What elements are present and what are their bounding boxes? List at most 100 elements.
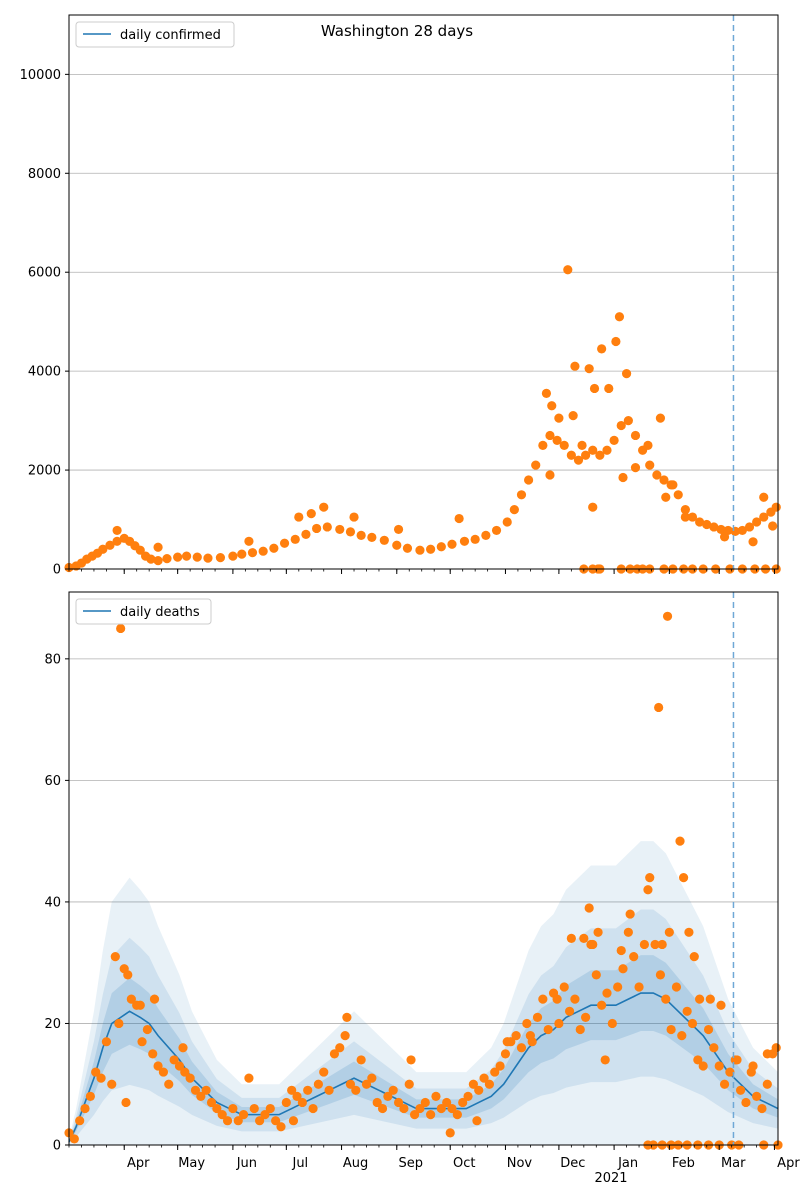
confirmed-panel: 0 2000 4000 6000 8000 10000 daily confirmed [20, 14, 781, 578]
confirmed-point [306, 508, 316, 519]
deaths-point [664, 927, 674, 937]
deaths-point [276, 1122, 286, 1132]
deaths-point [185, 1073, 195, 1083]
deaths-point [169, 1055, 179, 1065]
deaths-point [319, 1067, 329, 1077]
confirmed-point [367, 532, 377, 542]
confirmed-point [392, 540, 402, 550]
deaths-point [616, 945, 626, 956]
confirmed-point [356, 530, 366, 540]
deaths-y-tick-label: 60 [44, 774, 61, 789]
confirmed-point [655, 413, 666, 423]
deaths-point [153, 1061, 163, 1071]
deaths-point [543, 1024, 553, 1035]
deaths-y-tick-label: 80 [44, 652, 61, 667]
confirmed-point [687, 512, 698, 522]
confirmed-point [112, 525, 122, 536]
deaths-point [116, 623, 126, 634]
deaths-point [613, 982, 623, 992]
confirmed-point [436, 542, 446, 552]
deaths-point [661, 994, 671, 1004]
deaths-point [361, 1079, 372, 1089]
deaths-gridlines [69, 658, 778, 1024]
deaths-point [593, 927, 603, 937]
deaths-point [265, 1103, 275, 1114]
deaths-point [468, 1079, 478, 1089]
deaths-point [158, 1067, 169, 1077]
deaths-point [714, 1061, 724, 1071]
confirmed-point [415, 545, 425, 555]
confirmed-y-tick-label: 10000 [20, 68, 61, 83]
confirmed-point [709, 522, 719, 532]
confirmed-point [568, 411, 578, 421]
deaths-point [511, 1031, 521, 1041]
confirmed-point [589, 383, 600, 394]
confirmed-point [237, 549, 247, 559]
confirmed-point [759, 512, 769, 522]
confirmed-point [279, 538, 290, 548]
deaths-point [244, 1073, 254, 1083]
deaths-point [522, 1018, 532, 1029]
deaths-point [260, 1110, 270, 1120]
confirmed-point [771, 502, 781, 512]
deaths-point [442, 1097, 452, 1108]
deaths-point [662, 611, 673, 621]
deaths-point [678, 873, 689, 883]
deaths-point [725, 1067, 735, 1077]
confirmed-y-tick-label: 2000 [28, 464, 61, 479]
deaths-point [552, 994, 562, 1004]
deaths-legend-label: daily deaths [120, 605, 200, 620]
deaths-point [458, 1097, 468, 1108]
deaths-point [431, 1091, 441, 1101]
year-label: 2021 [594, 1171, 627, 1186]
confirmed-point [545, 470, 555, 480]
confirmed-point [623, 416, 633, 426]
confirmed-point [98, 544, 108, 554]
deaths-axes-frame [68, 591, 779, 1146]
deaths-point [377, 1103, 388, 1114]
deaths-point [436, 1103, 446, 1114]
confirmed-point [301, 529, 311, 539]
deaths-point [123, 970, 133, 980]
deaths-point [559, 982, 569, 992]
deaths-x-tick-label: Feb [672, 1156, 695, 1171]
deaths-point [500, 1049, 511, 1059]
deaths-point [107, 1079, 117, 1089]
deaths-point [762, 1049, 772, 1059]
deaths-point [271, 1116, 281, 1126]
confirmed-y-tick-label: 4000 [28, 365, 61, 380]
deaths-point [372, 1097, 382, 1108]
deaths-point [126, 994, 136, 1004]
deaths-point [180, 1067, 190, 1077]
deaths-point [566, 933, 576, 943]
deaths-point [735, 1085, 746, 1095]
confirmed-point [162, 554, 172, 564]
deaths-point [677, 1031, 687, 1041]
deaths-point [288, 1116, 299, 1126]
deaths-point [623, 927, 633, 937]
deaths-point [597, 1000, 607, 1010]
deaths-x-tick-label: Sep [399, 1156, 424, 1171]
deaths-x-tick-label: Jan [617, 1156, 638, 1171]
deaths-point [554, 1018, 564, 1029]
deaths-x-tick-label: Oct [453, 1156, 475, 1171]
confirmed-point [645, 460, 655, 470]
confirmed-point [105, 540, 115, 550]
deaths-point [588, 939, 598, 950]
deaths-point [703, 1024, 714, 1035]
confirmed-point [659, 475, 669, 485]
confirmed-point [379, 535, 389, 545]
deaths-point [388, 1085, 398, 1095]
confirmed-point [552, 435, 562, 445]
confirmed-point [491, 525, 502, 536]
deaths-point [532, 1012, 543, 1022]
deaths-x-tick-label: Dec [560, 1156, 585, 1171]
confirmed-point [680, 505, 690, 515]
confirmed-point [290, 534, 300, 544]
deaths-point [137, 1037, 147, 1047]
deaths-point [148, 1049, 158, 1059]
deaths-y-tick-label: 20 [44, 1017, 61, 1032]
deaths-point [415, 1103, 425, 1114]
confirmed-point [759, 492, 769, 502]
confirmed-point [112, 536, 122, 546]
